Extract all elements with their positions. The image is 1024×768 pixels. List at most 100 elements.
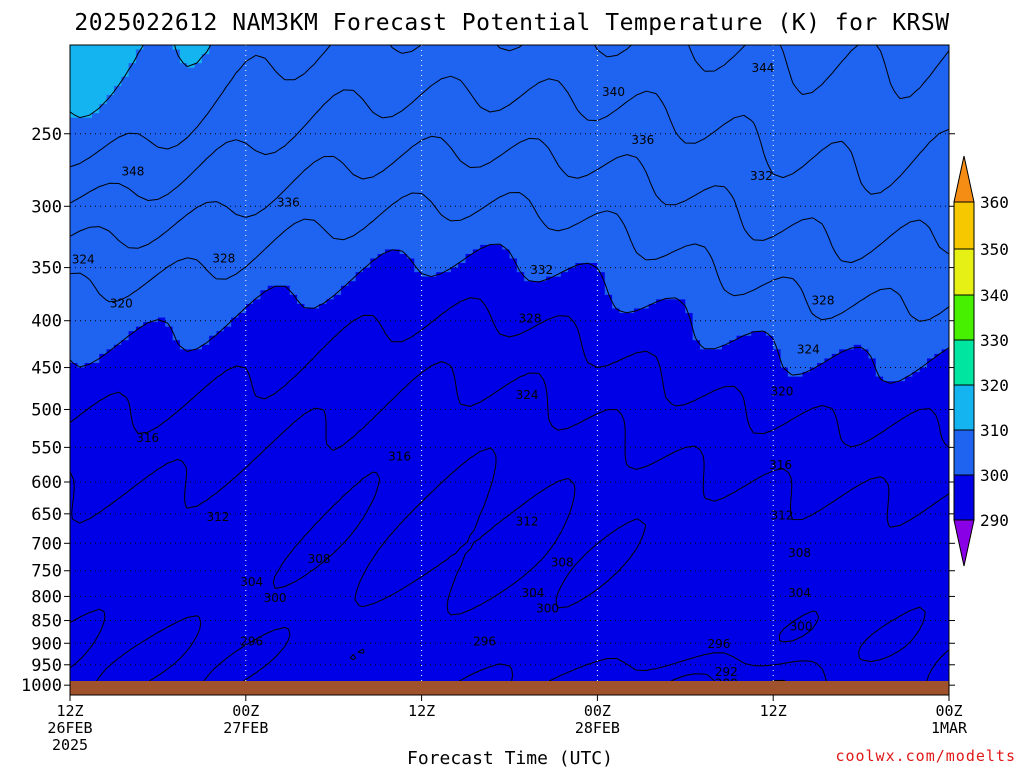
fill-cell	[238, 313, 694, 319]
fill-cell	[875, 363, 928, 369]
fill-cell	[604, 290, 949, 296]
fill-cell	[70, 431, 949, 437]
fill-cell	[172, 335, 210, 341]
y-tick-label: 600	[31, 473, 62, 493]
fill-cell	[70, 249, 386, 255]
x-tick-label: 1MAR	[931, 719, 968, 737]
fill-cell	[839, 349, 870, 355]
fill-cell	[70, 676, 949, 682]
fill-cell	[70, 540, 949, 546]
fill-cell	[70, 194, 949, 201]
fill-cell	[187, 63, 196, 69]
fill-cell	[692, 313, 949, 319]
contour-label: 340	[602, 85, 625, 99]
fill-cell	[172, 326, 225, 332]
fill-cell	[70, 185, 949, 191]
fill-cell	[524, 276, 547, 282]
fill-cell	[70, 481, 949, 487]
contour-label: 292	[715, 665, 738, 679]
surface-band	[70, 681, 949, 695]
fill-cell	[70, 658, 949, 664]
fill-cell	[560, 272, 606, 278]
fill-cell	[70, 85, 115, 92]
contour-label: 312	[516, 515, 539, 529]
contour-label: 300	[790, 620, 813, 634]
isentrope-300	[70, 243, 949, 384]
fill-cell	[70, 81, 122, 87]
fill-cell	[502, 244, 949, 251]
fill-cell	[70, 244, 481, 251]
colorbar-top-arrow	[953, 155, 975, 203]
contour-label: 316	[136, 431, 159, 445]
fill-cell	[223, 326, 694, 332]
contour-label: 296	[240, 634, 263, 648]
fill-cell	[70, 426, 949, 432]
colorbar-label: 360	[980, 193, 1009, 212]
fill-cell	[802, 372, 877, 378]
fill-cell	[905, 376, 949, 382]
fill-cell	[70, 344, 115, 350]
fill-cell	[70, 653, 949, 659]
fill-cell	[70, 422, 949, 428]
fill-cell	[289, 285, 342, 291]
y-tick-label: 650	[31, 505, 62, 525]
x-axis-label: Forecast Time (UTC)	[407, 748, 613, 768]
contour-label: 348	[122, 165, 145, 179]
fill-cell	[70, 208, 949, 214]
fill-cell	[70, 631, 949, 637]
contour-label: 344	[751, 61, 774, 75]
fill-cell	[516, 258, 949, 264]
fill-cell	[143, 45, 174, 51]
y-tick-label: 900	[31, 634, 62, 654]
fill-cell	[70, 640, 949, 646]
fill-cell	[70, 326, 137, 332]
contour-label: 296	[473, 634, 496, 648]
contour-label: 332	[750, 169, 773, 183]
fill-cell	[509, 253, 949, 260]
fill-cell	[70, 263, 371, 269]
fill-cell	[70, 590, 949, 596]
fill-cell	[70, 240, 949, 246]
fill-cell	[128, 63, 188, 69]
fill-cell	[179, 58, 203, 64]
fill-cell	[465, 253, 511, 260]
fill-cell	[70, 104, 100, 110]
fill-cell	[70, 662, 949, 668]
fill-cell	[70, 335, 130, 341]
fill-cell	[70, 126, 949, 132]
fill-cell	[70, 144, 949, 151]
fill-cell	[121, 81, 949, 87]
fill-cell	[70, 322, 144, 328]
x-tick-label: 12Z	[56, 702, 83, 720]
fill-cell	[70, 253, 379, 260]
fill-cell	[113, 85, 949, 92]
fill-cell	[919, 367, 949, 373]
fill-cell	[70, 204, 949, 210]
fill-cell	[201, 344, 701, 350]
fill-cell	[179, 344, 203, 350]
fill-cell	[450, 267, 518, 273]
fill-cell	[70, 54, 137, 60]
fill-cell	[70, 603, 949, 609]
fill-cell	[70, 303, 247, 310]
fill-cell	[70, 649, 949, 655]
colorbar-bottom-arrow	[953, 519, 975, 567]
fill-cell	[70, 562, 949, 569]
fill-cell	[70, 181, 949, 187]
fill-cell	[77, 363, 86, 369]
contour-label: 308	[788, 546, 811, 560]
fill-cell	[70, 122, 949, 128]
fill-cell	[172, 45, 210, 51]
fill-cell	[575, 263, 598, 269]
y-tick-label: 850	[31, 612, 62, 632]
gridlines	[70, 45, 949, 686]
colorbar-box	[953, 248, 975, 296]
fill-cell	[685, 303, 949, 310]
fill-cell	[70, 172, 949, 178]
fill-cell	[106, 94, 949, 101]
fill-cell	[70, 403, 949, 410]
fill-cell	[201, 54, 949, 60]
contour-label: 300	[264, 591, 287, 605]
